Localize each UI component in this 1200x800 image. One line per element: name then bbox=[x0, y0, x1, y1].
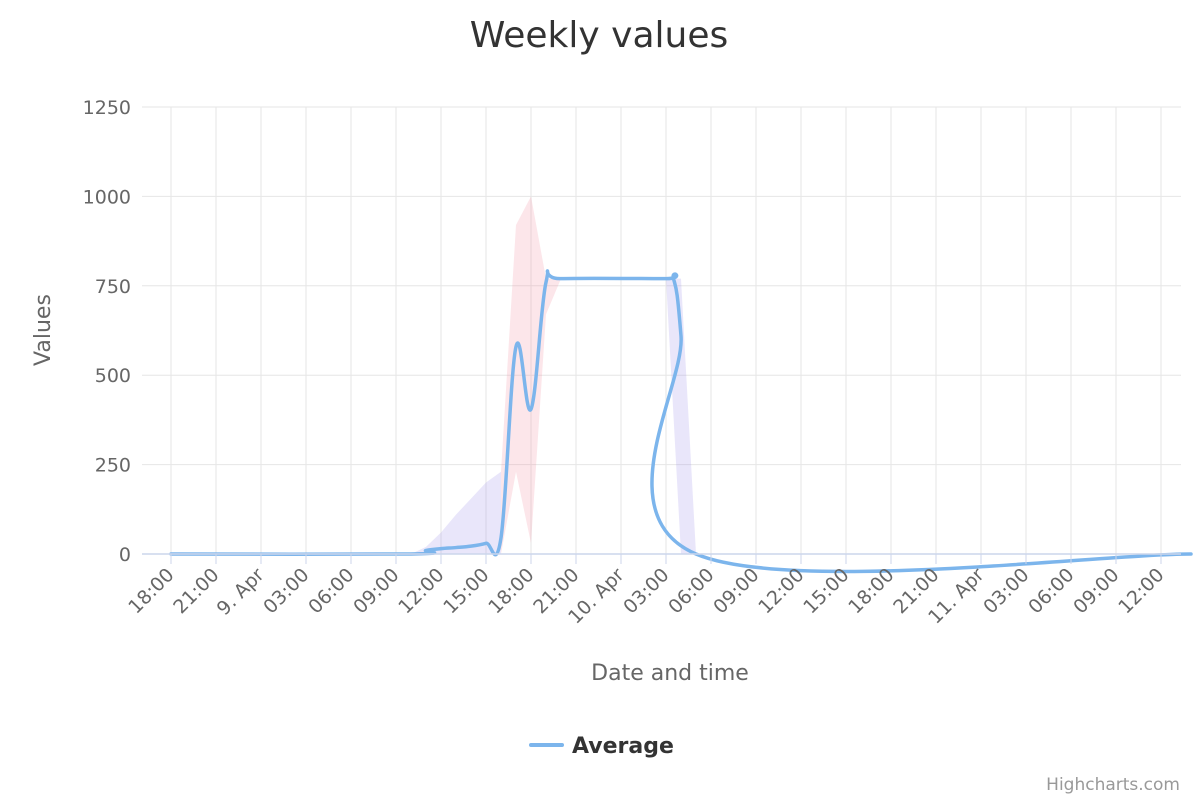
x-tick-label: 03:00 bbox=[619, 564, 673, 618]
credits-link[interactable]: Highcharts.com bbox=[1046, 775, 1180, 795]
y-tick-label: 250 bbox=[95, 455, 131, 477]
legend-item-average[interactable]: Average bbox=[529, 734, 674, 759]
x-tick-label: 9. Apr bbox=[213, 564, 269, 620]
x-axis-title: Date and time bbox=[591, 661, 749, 686]
x-tick-label: 15:00 bbox=[439, 564, 493, 618]
legend-label: Average bbox=[572, 734, 674, 759]
series-line-average[interactable] bbox=[169, 269, 1193, 574]
chart-title: Weekly values bbox=[470, 15, 728, 56]
x-tick-label: 06:00 bbox=[304, 564, 358, 618]
y-axis: 0 250 500 750 1000 1250 bbox=[83, 97, 131, 566]
y-tick-label: 750 bbox=[95, 276, 131, 298]
y-tick-label: 0 bbox=[119, 544, 131, 566]
y-tick-label: 1000 bbox=[83, 186, 131, 208]
x-tick-label: 06:00 bbox=[1024, 564, 1078, 618]
x-tick-label: 09:00 bbox=[349, 564, 403, 618]
x-tick-label: 18:00 bbox=[484, 564, 538, 618]
x-tick-label: 09:00 bbox=[1069, 564, 1123, 618]
x-tick-label: 18:00 bbox=[124, 564, 178, 618]
range-area-1 bbox=[411, 471, 501, 554]
grid bbox=[142, 106, 1181, 554]
series-lines bbox=[169, 269, 1193, 574]
y-axis-title: Values bbox=[31, 294, 56, 366]
x-tick-label: 06:00 bbox=[664, 564, 718, 618]
x-tick-label: 09:00 bbox=[709, 564, 763, 618]
x-tick-label: 12:00 bbox=[754, 564, 808, 618]
x-tick-label: 12:00 bbox=[394, 564, 448, 618]
x-tick-label: 12:00 bbox=[1114, 564, 1168, 618]
x-tick-label: 21:00 bbox=[169, 564, 223, 618]
x-tick-label: 03:00 bbox=[259, 564, 313, 618]
y-tick-label: 500 bbox=[95, 365, 131, 387]
y-tick-label: 1250 bbox=[83, 97, 131, 119]
range-area-3 bbox=[666, 278, 696, 554]
x-tick-label: 03:00 bbox=[979, 564, 1033, 618]
